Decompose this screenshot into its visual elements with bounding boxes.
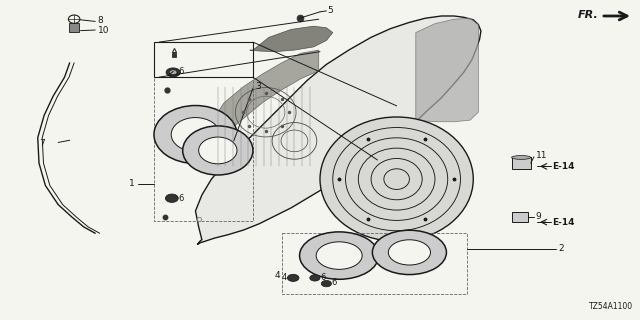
Ellipse shape xyxy=(287,274,299,281)
Ellipse shape xyxy=(154,106,237,164)
Ellipse shape xyxy=(300,232,379,279)
Bar xyxy=(511,157,531,169)
Ellipse shape xyxy=(166,194,178,202)
Text: 11: 11 xyxy=(536,151,547,160)
Ellipse shape xyxy=(320,117,473,241)
Text: 9: 9 xyxy=(536,212,541,221)
Bar xyxy=(282,233,467,294)
Text: 6: 6 xyxy=(332,278,337,287)
Text: 4: 4 xyxy=(282,273,287,282)
Text: 1: 1 xyxy=(129,180,135,188)
Text: 3: 3 xyxy=(255,82,260,91)
Text: 4: 4 xyxy=(274,271,280,280)
Ellipse shape xyxy=(198,137,237,164)
Text: 6: 6 xyxy=(178,67,184,76)
Polygon shape xyxy=(195,16,481,244)
Text: E-14: E-14 xyxy=(552,162,575,171)
Ellipse shape xyxy=(372,230,447,275)
Text: 7: 7 xyxy=(40,139,45,148)
Text: 8: 8 xyxy=(98,16,104,25)
Ellipse shape xyxy=(172,117,220,151)
Text: 10: 10 xyxy=(98,26,109,35)
Text: 6: 6 xyxy=(178,194,184,203)
Text: E-14: E-14 xyxy=(552,218,575,227)
Ellipse shape xyxy=(388,240,431,265)
Bar xyxy=(154,42,253,220)
Bar xyxy=(69,23,79,32)
Ellipse shape xyxy=(316,242,362,269)
Ellipse shape xyxy=(182,126,253,175)
Bar xyxy=(511,212,528,222)
Ellipse shape xyxy=(310,275,320,281)
Ellipse shape xyxy=(321,280,332,287)
Text: FR.: FR. xyxy=(578,10,598,20)
Polygon shape xyxy=(250,26,333,52)
Text: 5: 5 xyxy=(328,6,333,15)
Bar xyxy=(154,42,253,77)
Ellipse shape xyxy=(511,156,531,159)
Polygon shape xyxy=(205,50,319,170)
Ellipse shape xyxy=(170,70,177,75)
Text: TZ54A1100: TZ54A1100 xyxy=(589,302,633,311)
Text: 2: 2 xyxy=(558,244,564,253)
Ellipse shape xyxy=(166,68,180,77)
Text: 6: 6 xyxy=(320,273,325,282)
Polygon shape xyxy=(416,18,478,122)
